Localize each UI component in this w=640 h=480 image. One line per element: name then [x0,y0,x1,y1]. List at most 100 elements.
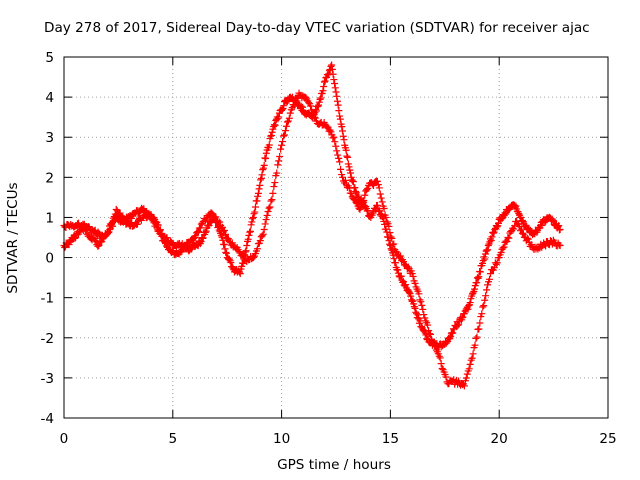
interpolated-point [421,314,429,322]
interpolated-point [424,321,432,329]
interpolated-point [427,330,435,338]
interpolated-point [336,158,344,166]
interpolated-point [481,296,489,304]
interpolated-point [493,223,501,231]
interpolated-point [317,94,325,102]
interpolated-point [254,189,262,197]
interpolated-point [261,220,269,228]
interpolated-point [250,210,258,218]
interpolated-point [390,255,398,263]
interpolated-point [163,242,171,250]
interpolated-point [244,235,252,243]
data-point [260,225,268,233]
interpolated-point [188,245,196,253]
interpolated-point [299,103,307,111]
interpolated-point [248,218,256,226]
interpolated-point [220,241,228,249]
interpolated-point [194,227,202,235]
interpolated-point [479,257,487,265]
interpolated-point [394,266,402,274]
interpolated-point [476,268,484,276]
interpolated-point [289,101,297,109]
interpolated-point [108,218,116,226]
interpolated-point [202,227,210,235]
data-point [262,149,270,157]
interpolated-point [329,134,337,142]
interpolated-point [471,341,479,349]
interpolated-point [251,208,259,216]
interpolated-point [219,236,227,244]
interpolated-point [297,102,305,110]
interpolated-point [271,121,279,129]
data-point [256,181,264,189]
interpolated-point [476,319,484,327]
interpolated-point [336,115,344,123]
data-point [478,310,486,318]
interpolated-point [511,203,519,211]
series-sdtvar [60,89,564,390]
interpolated-point [337,165,345,173]
interpolated-point [246,227,254,235]
interpolated-point [407,292,415,300]
interpolated-point [483,286,491,294]
interpolated-point [262,216,270,224]
interpolated-point [420,327,428,335]
interpolated-point [335,107,343,115]
data-point [556,242,564,250]
interpolated-point [336,112,344,120]
interpolated-point [352,187,360,195]
interpolated-point [342,146,350,154]
interpolated-point [389,251,397,259]
interpolated-point [407,296,415,304]
data-point [517,213,525,221]
interpolated-point [549,216,557,224]
interpolated-point [380,204,388,212]
interpolated-point [449,329,457,337]
interpolated-point [275,113,283,121]
interpolated-point [257,176,265,184]
interpolated-point [326,126,334,134]
interpolated-point [319,87,327,95]
interpolated-point [418,301,426,309]
y-tick-label: 1 [45,210,54,226]
interpolated-point [344,153,352,161]
interpolated-point [339,127,347,135]
interpolated-point [280,132,288,140]
interpolated-point [218,233,226,241]
x-tick-label: 20 [491,431,508,447]
data-point [458,314,466,322]
interpolated-point [258,171,266,179]
interpolated-point [242,247,250,255]
interpolated-point [273,169,281,177]
interpolated-point [153,224,161,232]
interpolated-point [540,219,548,227]
data-point [112,205,120,213]
interpolated-point [328,65,336,73]
interpolated-point [116,209,124,217]
interpolated-point [462,374,470,382]
interpolated-point [310,113,318,121]
interpolated-point [217,232,225,240]
interpolated-point [466,299,474,307]
interpolated-point [474,274,482,282]
interpolated-point [420,311,428,319]
data-point [504,234,512,241]
interpolated-point [281,131,289,139]
interpolated-point [274,115,282,123]
interpolated-point [196,239,204,247]
interpolated-point [418,323,426,331]
y-tick-label: 0 [45,251,54,267]
interpolated-point [354,193,362,201]
interpolated-point [256,237,264,245]
interpolated-point [320,82,328,90]
x-tick-label: 10 [273,431,290,447]
interpolated-point [465,365,473,373]
interpolated-point [376,190,384,198]
interpolated-point [475,273,483,281]
interpolated-point [327,128,335,136]
axis-ticks [63,56,609,419]
interpolated-point [274,161,282,169]
interpolated-point [411,304,419,312]
interpolated-point [278,105,286,113]
interpolated-point [505,234,513,242]
